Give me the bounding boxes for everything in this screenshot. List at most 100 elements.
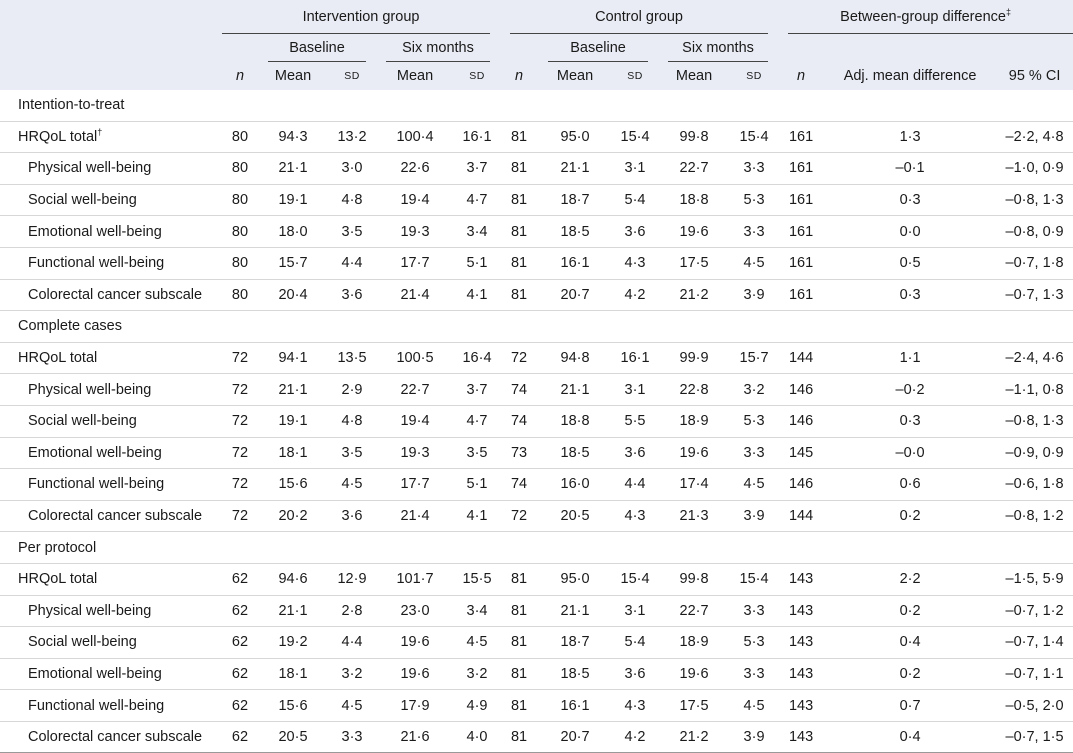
table-cell: 81 bbox=[500, 563, 539, 596]
table-cell: 4·5 bbox=[454, 626, 501, 659]
table-cell: 4·7 bbox=[454, 405, 501, 438]
table-row: Physical well-being 80 21·1 3·0 22·6 3·7 81 21·… bbox=[0, 152, 1073, 185]
table-cell: 80 bbox=[222, 215, 258, 248]
col-ci: 95 % CI bbox=[1008, 68, 1061, 84]
table-body: Intention-to-treat HRQoL total† 80 94·3 13·2… bbox=[0, 90, 1073, 753]
section-row: Complete cases bbox=[0, 310, 1073, 343]
table-cell: 3·4 bbox=[454, 215, 501, 248]
table-cell: 4·5 bbox=[730, 247, 779, 280]
table-cell: 15·4 bbox=[612, 121, 659, 154]
table-cell: 19·6 bbox=[376, 658, 454, 691]
table-cell: 100·4 bbox=[376, 121, 454, 154]
table-cell: 5·5 bbox=[612, 405, 659, 438]
intervention-group-header: Intervention group bbox=[222, 0, 500, 34]
table-cell: –0·8, 1·3 bbox=[996, 184, 1073, 217]
table-cell: 3·1 bbox=[612, 595, 659, 628]
table-cell: 62 bbox=[222, 658, 258, 691]
table-cell: 21·4 bbox=[376, 279, 454, 312]
table-row: Colorectal cancer subscale 72 20·2 3·6 21·4 4… bbox=[0, 500, 1073, 533]
table-cell: 81 bbox=[500, 152, 539, 185]
section-title: Per protocol bbox=[0, 531, 1073, 564]
table-cell: 146 bbox=[778, 405, 825, 438]
table-cell: 21·1 bbox=[258, 595, 328, 628]
table-cell: 0·3 bbox=[824, 405, 997, 438]
col-sd: SD bbox=[469, 70, 485, 82]
table-cell: 4·0 bbox=[454, 721, 501, 753]
table-cell: 81 bbox=[500, 184, 539, 217]
table-cell: 19·1 bbox=[258, 184, 328, 217]
table-cell: 3·2 bbox=[730, 373, 779, 406]
table-row: HRQoL total 62 94·6 12·9 101·7 15·5 81 95·0 15·4… bbox=[0, 563, 1073, 596]
table-row: Functional well-being 72 15·6 4·5 17·7 5·1 74 1… bbox=[0, 468, 1073, 501]
table-cell: 15·7 bbox=[258, 247, 328, 280]
table-cell: 15·4 bbox=[730, 563, 779, 596]
table-cell: 81 bbox=[500, 247, 539, 280]
table-cell: 145 bbox=[778, 437, 825, 470]
table-cell: 13·2 bbox=[328, 121, 376, 154]
table-cell: 72 bbox=[222, 373, 258, 406]
table-cell: 81 bbox=[500, 721, 539, 753]
table-cell: 15·5 bbox=[454, 563, 501, 596]
table-cell: 0·6 bbox=[824, 468, 997, 501]
table-row: Social well-being 62 19·2 4·4 19·6 4·5 81 18·7 5… bbox=[0, 626, 1073, 659]
table-cell: 18·1 bbox=[258, 658, 328, 691]
table-cell: 161 bbox=[778, 215, 825, 248]
table-cell: 3·2 bbox=[328, 658, 376, 691]
table-cell: 81 bbox=[500, 595, 539, 628]
row-label: Physical well-being bbox=[0, 373, 222, 406]
table-cell: 21·1 bbox=[538, 595, 613, 628]
table-cell: –0·7, 1·8 bbox=[996, 247, 1073, 280]
table-cell: 62 bbox=[222, 595, 258, 628]
section-row: Intention-to-treat bbox=[0, 90, 1073, 122]
table-cell: 81 bbox=[500, 215, 539, 248]
row-label: Physical well-being bbox=[0, 152, 222, 185]
table-cell: 94·3 bbox=[258, 121, 328, 154]
table-cell: 16·1 bbox=[454, 121, 501, 154]
table-cell: 19·2 bbox=[258, 626, 328, 659]
table-cell: 4·5 bbox=[328, 689, 376, 722]
table-cell: 16·4 bbox=[454, 342, 501, 375]
table-cell: 4·2 bbox=[612, 279, 659, 312]
table-cell: 74 bbox=[500, 373, 539, 406]
table-cell: 18·5 bbox=[538, 658, 613, 691]
table-cell: 0·3 bbox=[824, 279, 997, 312]
table-cell: 2·2 bbox=[824, 563, 997, 596]
table-cell: 4·8 bbox=[328, 405, 376, 438]
table-cell: 4·3 bbox=[612, 500, 659, 533]
table-cell: 21·1 bbox=[538, 373, 613, 406]
table-cell: 3·5 bbox=[328, 215, 376, 248]
table-cell: 3·6 bbox=[612, 658, 659, 691]
table-cell: 80 bbox=[222, 121, 258, 154]
table-cell: 13·5 bbox=[328, 342, 376, 375]
table-cell: 0·5 bbox=[824, 247, 997, 280]
col-sd: SD bbox=[344, 70, 360, 82]
table-cell: 143 bbox=[778, 658, 825, 691]
table-cell: 161 bbox=[778, 279, 825, 312]
table-cell: 16·1 bbox=[612, 342, 659, 375]
table-cell: 144 bbox=[778, 500, 825, 533]
row-label: Functional well-being bbox=[0, 468, 222, 501]
table-cell: 4·1 bbox=[454, 279, 501, 312]
table-cell: 95·0 bbox=[538, 563, 613, 596]
table-cell: 21·2 bbox=[658, 279, 731, 312]
table-cell: 12·9 bbox=[328, 563, 376, 596]
table-row: Functional well-being 80 15·7 4·4 17·7 5·1 81 1… bbox=[0, 247, 1073, 280]
table-cell: 3·1 bbox=[612, 152, 659, 185]
table-cell: 80 bbox=[222, 279, 258, 312]
table-cell: 5·3 bbox=[730, 184, 779, 217]
col-mean: Mean bbox=[396, 68, 434, 84]
table-cell: 18·1 bbox=[258, 437, 328, 470]
row-label: Colorectal cancer subscale bbox=[0, 279, 222, 312]
table-cell: 17·9 bbox=[376, 689, 454, 722]
table-cell: 17·7 bbox=[376, 468, 454, 501]
row-label: Functional well-being bbox=[0, 689, 222, 722]
row-label: HRQoL total bbox=[0, 342, 222, 375]
row-label: Functional well-being bbox=[0, 247, 222, 280]
table-cell: 3·6 bbox=[612, 437, 659, 470]
table-cell: –0·8, 1·3 bbox=[996, 405, 1073, 438]
table-cell: 143 bbox=[778, 626, 825, 659]
table-cell: –2·2, 4·8 bbox=[996, 121, 1073, 154]
row-label: HRQoL total† bbox=[0, 121, 222, 154]
row-label: Emotional well-being bbox=[0, 658, 222, 691]
table-cell: 4·3 bbox=[612, 247, 659, 280]
